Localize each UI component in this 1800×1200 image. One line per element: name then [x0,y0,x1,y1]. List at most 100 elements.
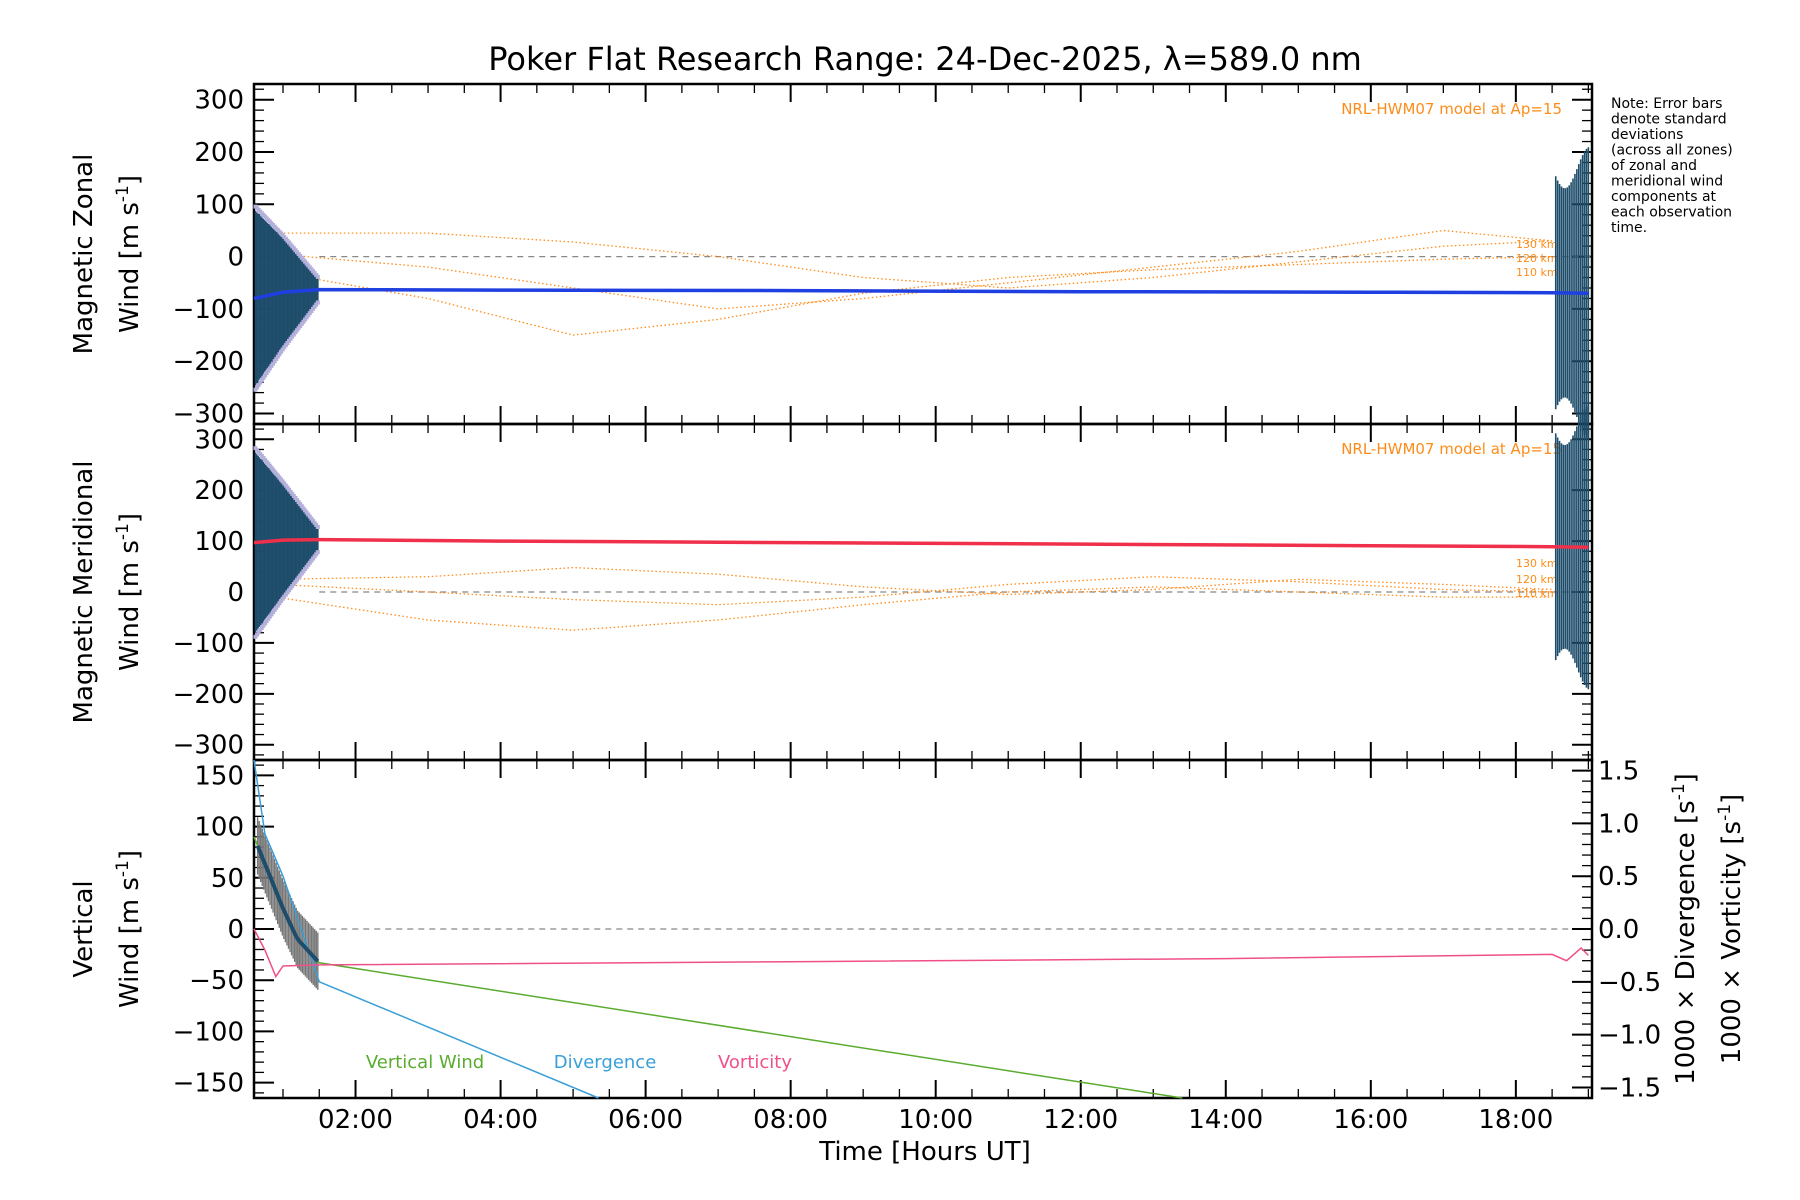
y-axis-label-line2: Wind [m s-1] [113,850,145,1008]
y-axis-label-line1: Magnetic Zonal [69,154,99,355]
label-superscript: -1 [113,523,133,540]
x-tick-label: 04:00 [463,1105,538,1135]
scatter-point [301,569,306,574]
y2-tick-label: −0.5 [1598,968,1661,998]
y-tick-label: −200 [173,347,244,377]
scatter-point [306,313,311,318]
label-part: ] [115,513,145,523]
scatter-point [267,366,272,371]
note-line: meridional wind [1611,174,1723,190]
y-axis-label-line1: Magnetic Meridional [69,461,99,724]
scatter-point [263,621,268,626]
x-tick-label: 14:00 [1188,1105,1263,1135]
y2-tick-label: −1.0 [1598,1021,1661,1051]
y-tick-label: 100 [194,190,244,220]
altitude-label: 130 km [1516,238,1558,251]
scatter-point [293,495,298,500]
scatter-point [315,274,320,279]
altitude-label: 110 km [1516,587,1558,600]
scatter-point [287,487,292,492]
scatter-point [309,309,314,314]
scatter-point [312,304,317,309]
label-superscript: -1 [1715,804,1735,821]
scatter-point [306,512,311,517]
vorticity-axis-label: 1000 × Vorticity [s-1] [1715,794,1747,1064]
scatter-point [298,502,303,507]
scatter-point [280,479,285,484]
x-tick-label: 10:00 [898,1105,973,1135]
scatter-point [306,562,311,567]
scatter-point [285,485,290,490]
panel-zonal: 300 200 100 0 −100 −200 −300 Magnetic Zonal Wind… [69,82,1594,440]
scatter-point [304,315,309,320]
scatter-point [280,347,285,352]
scatter-point [253,634,258,639]
scatter-point [269,364,274,369]
label-part: Wind [m s [115,202,145,333]
scatter-point [285,590,290,595]
altitude-label: 110 km [1516,266,1558,279]
scatter-point [303,317,308,322]
label-superscript: -1 [1669,783,1689,800]
scatter-point [311,518,316,523]
model-curve-3 [275,255,1553,336]
scatter-point [307,514,312,519]
scatter-point [291,332,296,337]
label-superscript: -1 [113,185,133,202]
scatter-point [298,573,303,578]
scatter-point [312,554,317,559]
y-tick-label: 300 [194,86,244,116]
scatter-point [275,354,280,359]
scatter-point [266,368,271,373]
scatter-point [291,493,296,498]
y-tick-label: 0 [227,915,244,945]
scatter-point [283,343,288,348]
model-curve-3 [275,586,1553,631]
scatter-point [295,328,300,333]
note-line: each observation [1611,205,1732,221]
x-axis: 02:00 04:00 06:00 08:00 10:00 12:00 14:00 16:00… [318,1105,1553,1135]
y-tick-label: 200 [194,476,244,506]
altitude-label: 120 km [1516,252,1558,265]
meridional-wind-line [253,537,1589,549]
model-curve-1 [275,232,1553,289]
note-line: time. [1611,220,1647,236]
scatter-point [304,510,309,515]
scatter-point [314,522,319,527]
y-axis-label-line1: Vertical [69,880,99,977]
scatter-point [274,605,279,610]
scatter-point [309,516,314,521]
y-tick-label: −150 [173,1069,244,1099]
scatter-point [299,504,304,509]
y-tick-label: 100 [194,813,244,843]
model-curve-2 [275,229,1553,310]
y2-tick-label: 0.0 [1598,915,1639,945]
scatter-point [256,382,261,387]
y-tick-label: −100 [173,1017,244,1047]
model-curve-2 [275,576,1553,606]
y-axis-label-line2: Wind [m s-1] [113,175,145,333]
scatter-point [303,508,308,513]
scatter-point [307,560,312,565]
scatter-point [293,330,298,335]
y-tick-label: 150 [194,761,244,791]
scatter-point [271,361,276,366]
divergence-axis-label: 1000 × Divergence [s-1] [1669,773,1701,1085]
scatter-point [288,489,293,494]
scatter-point [266,616,271,621]
scatter-point [274,356,279,361]
scatter-point [298,323,303,328]
note-line: components at [1611,189,1717,205]
note-line: of zonal and [1611,158,1697,174]
label-part: ] [115,175,145,185]
scatter-point [269,612,274,617]
scatter-point [299,321,304,326]
y-tick-label: −100 [173,629,244,659]
x-tick-label: 16:00 [1333,1105,1408,1135]
label-part: 1000 × Divergence [s [1671,800,1701,1085]
vorticity-line [253,928,1589,979]
y-tick-label: 200 [194,138,244,168]
